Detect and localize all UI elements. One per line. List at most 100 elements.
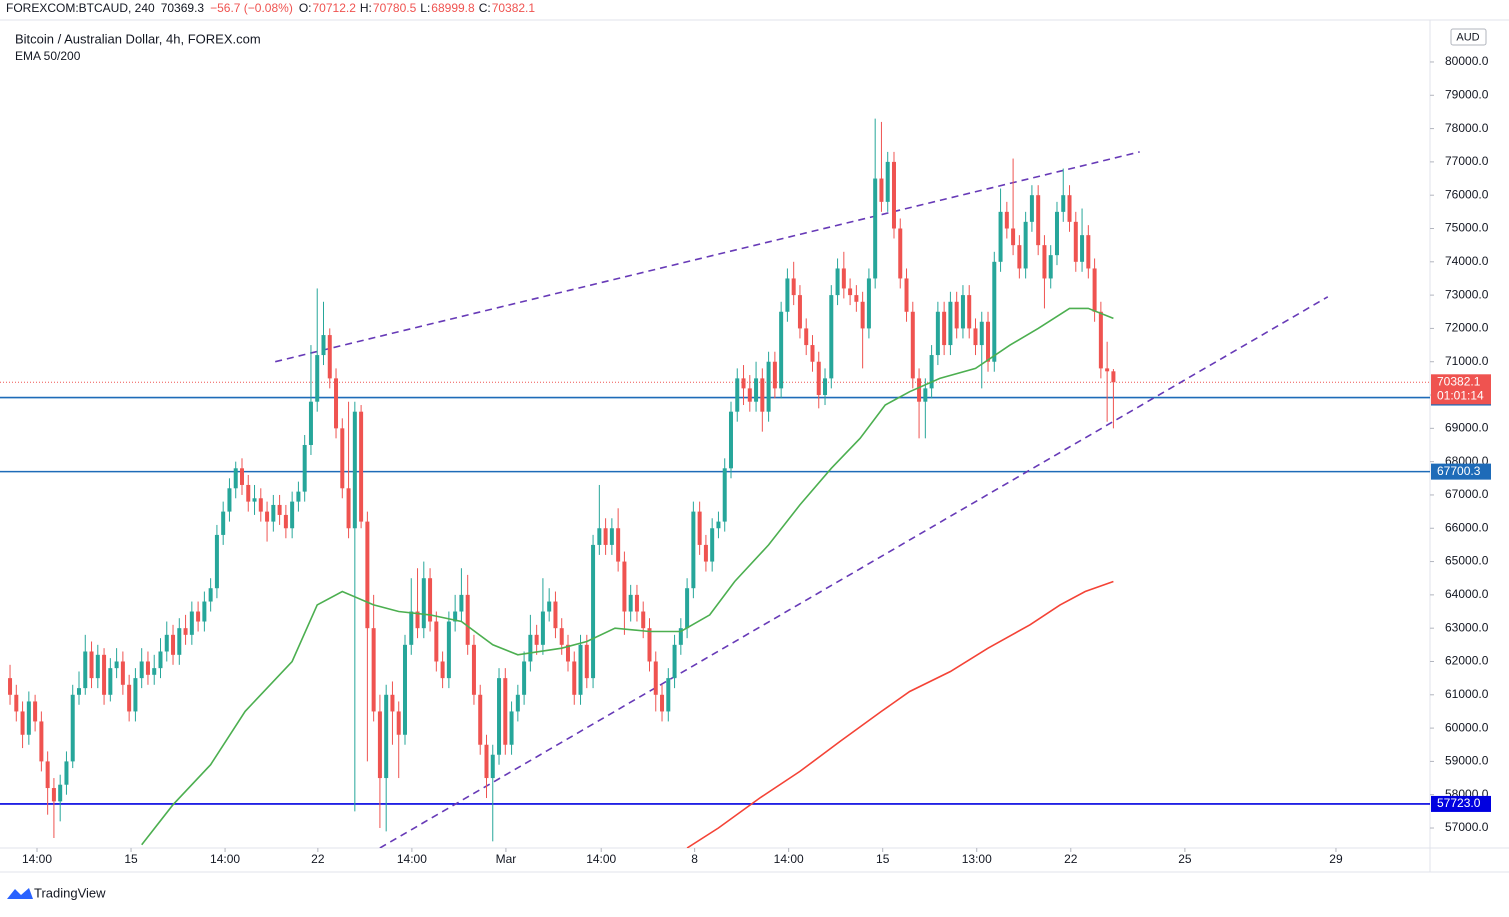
candle-body [58, 784, 63, 802]
candle-body [33, 701, 38, 722]
candle-body [1036, 195, 1041, 246]
candle-body [396, 711, 401, 735]
candle-body [1061, 195, 1066, 212]
candle-body [296, 491, 301, 502]
header-text: 70382.1 [492, 1, 536, 15]
candle-body [76, 688, 81, 695]
candle-body [935, 311, 940, 356]
y-tick-label: 77000.0 [1445, 154, 1489, 168]
candle-body [102, 654, 107, 695]
y-tick-label: 78000.0 [1445, 121, 1489, 135]
x-tick-label: 14:00 [397, 852, 427, 866]
candle-body [1080, 235, 1085, 262]
candle-body [183, 628, 188, 635]
candle-body [1011, 228, 1016, 246]
candle-body [95, 654, 100, 679]
candle-body [986, 321, 991, 362]
x-tick-label: 15 [124, 852, 138, 866]
candle-body [534, 634, 539, 645]
candle-body [691, 511, 696, 589]
candle-body [584, 644, 589, 679]
candle-body [503, 678, 508, 745]
y-tick-label: 73000.0 [1445, 287, 1489, 301]
candle-body [866, 278, 871, 329]
candle-body [478, 694, 483, 745]
candle-body [340, 428, 345, 489]
candle-body [446, 621, 451, 679]
y-tick-label: 64000.0 [1445, 587, 1489, 601]
candle-body [384, 694, 389, 779]
candle-body [653, 661, 658, 695]
candle-body [352, 411, 357, 529]
candle-body [440, 661, 445, 679]
x-tick-label: 14:00 [22, 852, 52, 866]
candle-body [390, 694, 395, 712]
candle-body [553, 601, 558, 629]
y-tick-label: 59000.0 [1445, 754, 1489, 768]
countdown: 01:01:14 [1437, 388, 1484, 402]
candle-body [321, 335, 326, 356]
candle-body [829, 295, 834, 379]
header-text: FOREXCOM:BTCAUD, 240 [6, 1, 155, 15]
candle-body [735, 378, 740, 412]
candle-body [1054, 211, 1059, 256]
candle-body [302, 444, 307, 492]
header-text: 70780.5 [373, 1, 417, 15]
candle-body [8, 678, 13, 695]
candle-body [233, 468, 238, 489]
candle-body [973, 328, 978, 346]
candle-body [904, 278, 909, 312]
candle-body [127, 684, 132, 712]
last-price-label: 70382.1 [1437, 374, 1481, 388]
header-text: O: [299, 1, 312, 15]
candle-body [785, 278, 790, 312]
candle-body [484, 744, 489, 779]
candle-body [678, 628, 683, 645]
candle-body [634, 594, 639, 612]
candle-body [1004, 211, 1009, 229]
y-tick-label: 65000.0 [1445, 554, 1489, 568]
y-tick-label: 62000.0 [1445, 654, 1489, 668]
candle-body [967, 295, 972, 329]
candle-body [917, 378, 922, 402]
candle-body [371, 628, 376, 712]
candle-body [258, 498, 263, 512]
level-label: 67700.3 [1437, 464, 1481, 478]
candle-body [277, 504, 282, 515]
x-tick-label: 13:00 [962, 852, 992, 866]
x-tick-label: 29 [1329, 852, 1343, 866]
header-text: L: [420, 1, 430, 15]
candle-body [227, 488, 232, 512]
candle-body [359, 411, 364, 522]
candle-body [196, 611, 201, 622]
candle-body [528, 634, 533, 662]
candle-body [1111, 371, 1116, 383]
candle-body [728, 411, 733, 469]
candle-body [879, 178, 884, 202]
candle-body [1029, 195, 1034, 222]
candle-body [1098, 311, 1103, 369]
y-tick-label: 76000.0 [1445, 187, 1489, 201]
candle-body [979, 321, 984, 346]
chart-title: Bitcoin / Australian Dollar, 4h, FOREX.c… [15, 31, 261, 46]
y-tick-label: 80000.0 [1445, 54, 1489, 68]
x-tick-label: 15 [876, 852, 890, 866]
candle-body [89, 651, 94, 679]
candle-body [51, 788, 56, 802]
candle-body [377, 711, 382, 779]
candle-body [239, 468, 244, 485]
candle-body [490, 754, 495, 779]
last-price-box [1431, 374, 1491, 405]
candle-body [647, 628, 652, 662]
candle-body [948, 301, 953, 346]
candle-body [45, 761, 50, 789]
candle-body [26, 701, 31, 735]
candle-body [202, 601, 207, 622]
candle-body [804, 328, 809, 346]
candle-body [923, 388, 928, 402]
brand: TradingView [34, 885, 106, 900]
candle-body [860, 301, 865, 329]
x-tick-label: 14:00 [774, 852, 804, 866]
